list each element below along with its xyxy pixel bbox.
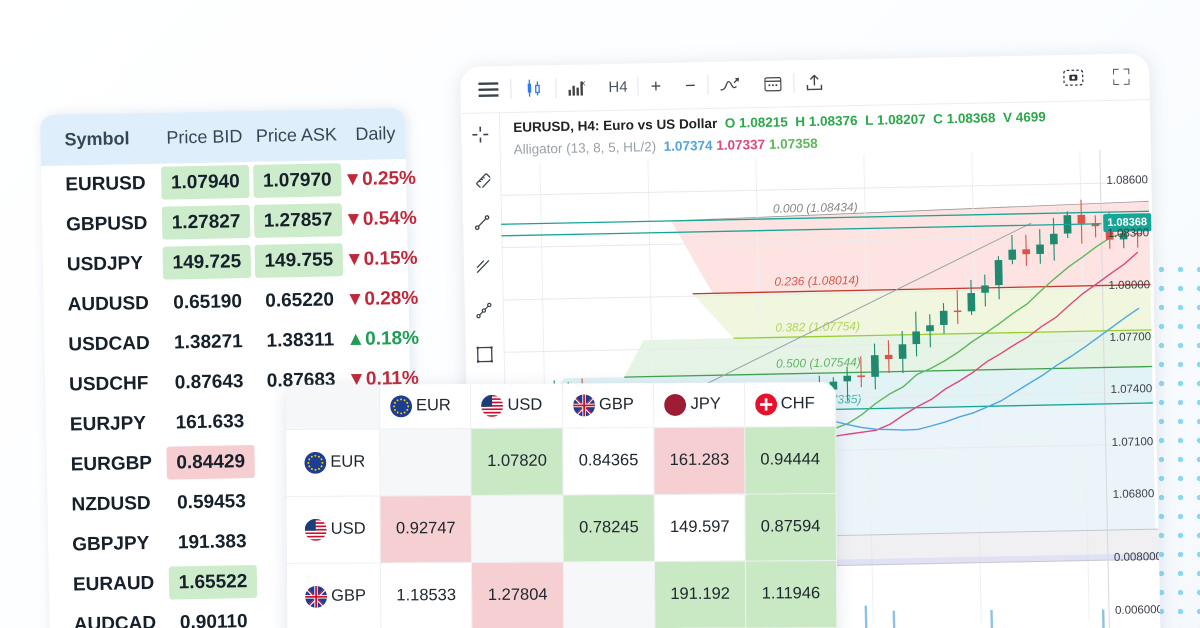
svg-text:x: x (581, 79, 585, 87)
